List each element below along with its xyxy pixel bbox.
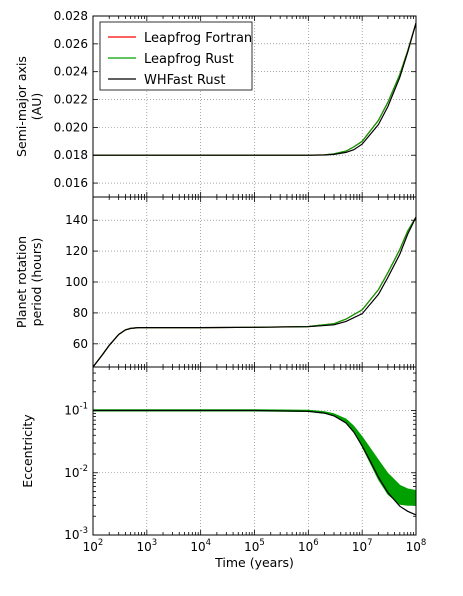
y-tick-label: 10-2 <box>64 464 88 480</box>
y-tick-label: 100 <box>65 275 88 289</box>
plot-frame <box>92 366 417 536</box>
legend-label: WHFast Rust <box>144 73 225 88</box>
y-tick-label: 0.016 <box>54 176 88 190</box>
panel-1: 0.016 0.018 0.020 0.022 0.024 0.026 0.028 Semi-… <box>14 9 417 198</box>
y-axis-label: Planet rotation <box>14 236 29 328</box>
x-tick-label: 106 <box>298 538 319 554</box>
series-line-whfast-rust <box>92 216 417 368</box>
panel-2: 60 80 100 120 140 Planet rotation period (hour… <box>14 196 417 368</box>
x-tick-label: 105 <box>244 538 265 554</box>
y-tick-label: 60 <box>73 337 88 351</box>
y-tick-label: 0.022 <box>54 93 88 107</box>
y-tick-label: 10-3 <box>64 526 88 542</box>
y-tick-label: 0.018 <box>54 148 88 162</box>
y-tick-label: 120 <box>65 244 88 258</box>
panel-3: 10-3 10-2 10-1 Eccentricity 102 103 104 105 106 1… <box>20 366 427 570</box>
y-tick-label: 0.020 <box>54 120 88 134</box>
series-line-whfast-rust <box>93 409 417 516</box>
x-tick-label: 108 <box>406 538 427 554</box>
legend-label: Leapfrog Rust <box>144 52 234 67</box>
y-tick-label: 0.026 <box>54 37 88 51</box>
y-axis-label: Semi-major axis <box>14 56 29 157</box>
x-tick-label: 107 <box>352 538 373 554</box>
y-tick-label: 0.024 <box>54 65 88 79</box>
y-axis-label: Eccentricity <box>20 414 35 488</box>
y-axis-label: (AU) <box>29 93 44 120</box>
x-tick-label: 104 <box>190 538 211 554</box>
series-line-whfast-rust <box>93 22 417 156</box>
legend-label: Leapfrog Fortran <box>144 31 252 46</box>
y-tick-label: 80 <box>73 306 88 320</box>
x-axis-label: Time (years) <box>214 555 294 570</box>
y-tick-label: 10-1 <box>64 402 88 418</box>
x-tick-label: 102 <box>83 538 104 554</box>
y-tick-label: 0.028 <box>54 9 88 23</box>
y-axis-label: period (hours) <box>29 238 44 327</box>
x-tick-label: 103 <box>136 538 157 554</box>
y-tick-label: 140 <box>65 213 88 227</box>
legend: Leapfrog Fortran Leapfrog Rust WHFast Rust <box>99 21 253 91</box>
